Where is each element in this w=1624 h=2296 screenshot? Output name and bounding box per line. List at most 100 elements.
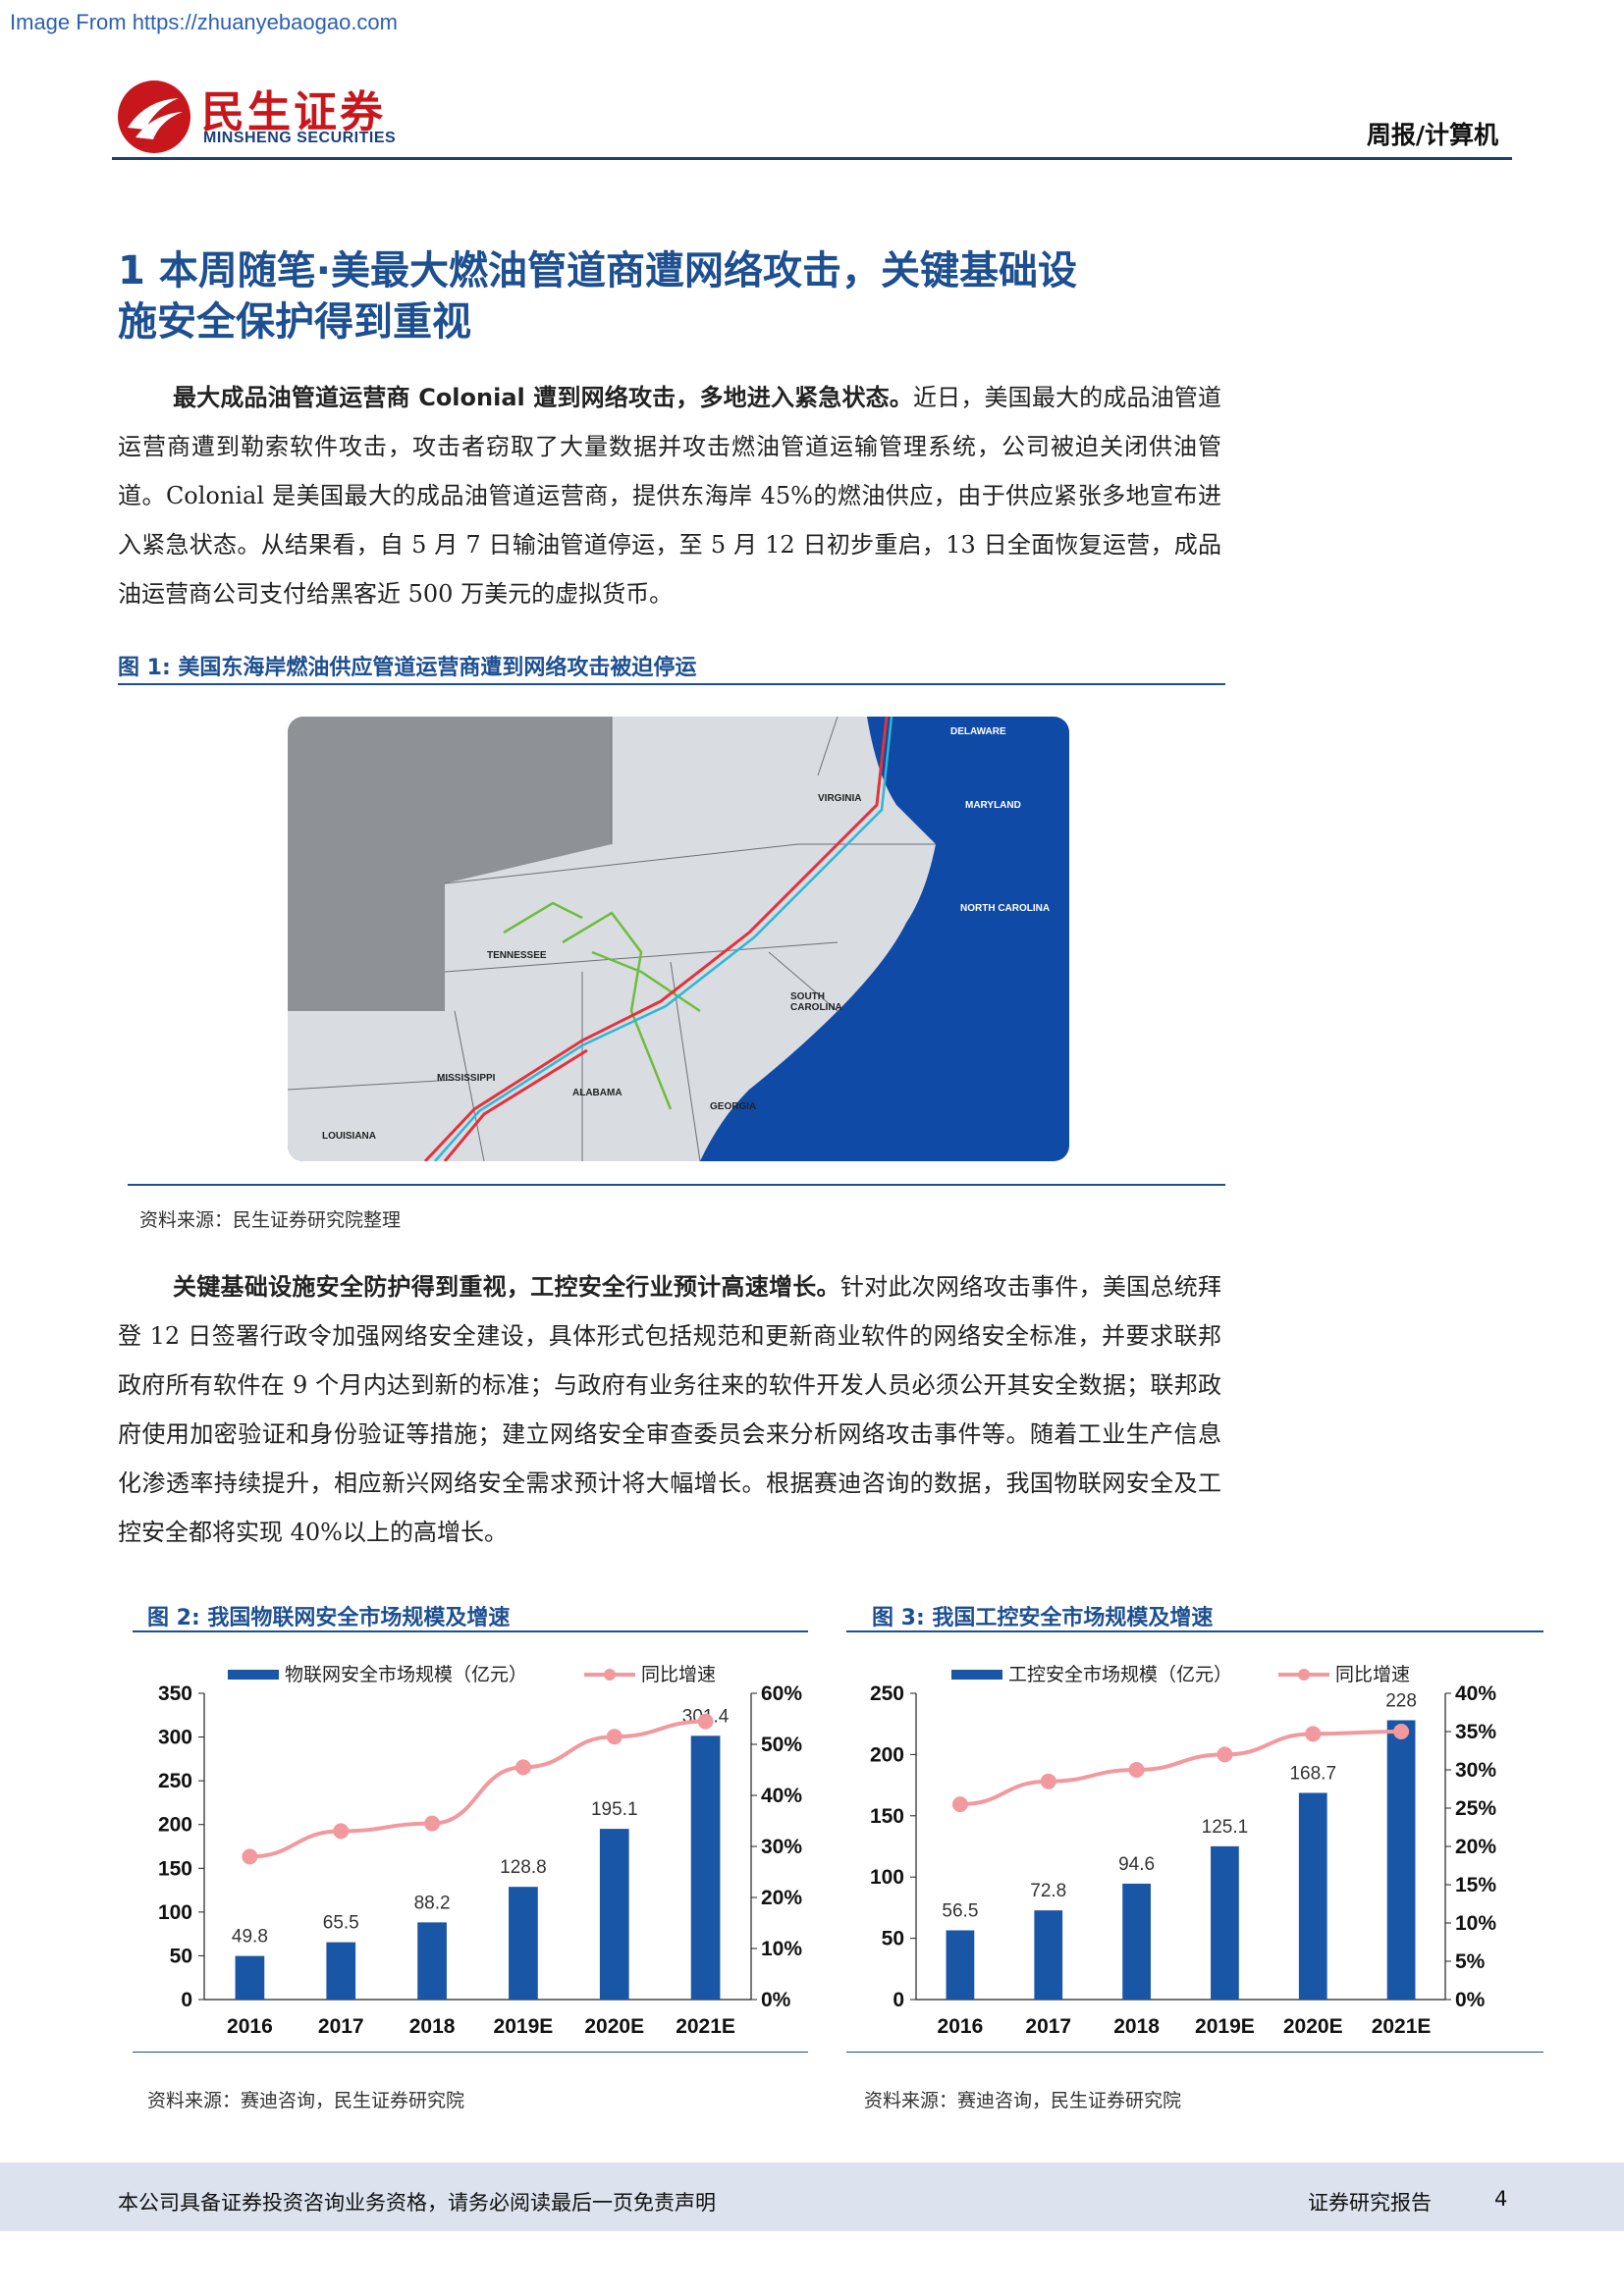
x-tick-label: 2021E: [676, 2015, 735, 2038]
legend-line-label: 同比增速: [641, 1664, 716, 1685]
y-tick-label-right: 0%: [761, 1989, 791, 2011]
figure-3-title: 图 3: 我国工控安全市场规模及增速: [872, 1606, 1214, 1630]
paragraph-lead: 最大成品油管道运营商 Colonial 遭到网络攻击，多地进入紧急状态。: [173, 384, 913, 411]
bar-value-label: 88.2: [414, 1893, 451, 1913]
y-tick-label-left: 0: [181, 1989, 192, 2011]
minsheng-logo-icon: [118, 80, 190, 153]
growth-rate-point: [697, 1713, 714, 1730]
bar: [1034, 1910, 1063, 2000]
bar-value-label: 128.8: [500, 1857, 547, 1878]
y-tick-label-left: 50: [170, 1945, 192, 1967]
x-tick-label: 2017: [1025, 2015, 1071, 2038]
y-tick-label-left: 150: [870, 1805, 904, 1828]
brand-name-cn: 民生证券: [201, 87, 386, 137]
y-tick-label-right: 25%: [1455, 1797, 1496, 1820]
page-number: 4: [1494, 2187, 1508, 2211]
figure-3-bottom-rule: [846, 2052, 1543, 2053]
map-label-tennessee: TENNESSEE: [487, 950, 547, 961]
y-tick-label-left: 0: [893, 1989, 904, 2011]
y-tick-label-right: 35%: [1455, 1721, 1496, 1743]
y-tick-label-left: 200: [158, 1814, 192, 1837]
iot-security-chart: 物联网安全市场规模（亿元） 同比增速 0 50 100 150 200 250 300 350 0%…: [158, 1664, 802, 2038]
y-tick-label-left: 100: [158, 1901, 192, 1924]
bar-value-label: 228: [1385, 1690, 1417, 1711]
map-label-south-carolina: SOUTH CAROLINA: [790, 991, 842, 1013]
x-tick-label: 2020E: [1283, 2015, 1343, 2038]
y-tick-label-right: 20%: [761, 1887, 802, 1909]
x-tick-label: 2016: [938, 2015, 984, 2038]
growth-rate-point: [514, 1759, 531, 1776]
y-tick-label-left: 100: [870, 1866, 904, 1889]
y-tick-label-right: 30%: [761, 1836, 802, 1858]
y-tick-label-left: 250: [158, 1770, 192, 1792]
y-tick-label-right: 0%: [1455, 1989, 1486, 2011]
growth-rate-point: [242, 1848, 258, 1865]
growth-rate-point: [1217, 1746, 1233, 1763]
paragraph-body: 近日，美国最大的成品油管道运营商遭到勒索软件攻击，攻击者窃取了大量数据并攻击燃油…: [118, 384, 1222, 608]
bar: [1211, 1845, 1239, 2000]
figure-1-bottom-rule: [128, 1184, 1225, 1186]
figure-1-title: 图 1: 美国东海岸燃油供应管道运营商遭到网络攻击被迫停运: [118, 656, 697, 680]
growth-rate-point: [1305, 1726, 1322, 1742]
x-tick-label: 2021E: [1372, 2015, 1432, 2038]
footer-disclaimer: 本公司具备证券投资咨询业务资格，请务必阅读最后一页免责声明: [118, 2191, 716, 2215]
y-tick-label-right: 40%: [761, 1785, 802, 1807]
x-tick-label: 2016: [227, 2015, 273, 2038]
y-tick-label-right: 5%: [1455, 1950, 1486, 1973]
paragraph-2-body: 针对此次网络攻击事件，美国总统拜登 12 日签署行政令加强网络安全建设，具体形式…: [118, 1273, 1221, 1546]
y-tick-label-right: 10%: [1455, 1912, 1496, 1935]
header-divider: [112, 157, 1512, 160]
x-tick-label: 2020E: [584, 2015, 644, 2038]
bar: [946, 1930, 975, 2000]
map-label-mississippi: MISSISSIPPI: [437, 1073, 496, 1084]
y-tick-label-left: 50: [882, 1928, 904, 1950]
x-tick-label: 2019E: [1195, 2015, 1255, 2038]
bar-value-label: 168.7: [1289, 1763, 1336, 1784]
legend-line-marker: [604, 1669, 616, 1681]
legend-line-marker: [1298, 1669, 1310, 1681]
brand-name-en: MINSHENG SECURITIES: [203, 130, 397, 146]
bar: [509, 1887, 538, 2000]
pipeline-map-image: DELAWARE MARYLAND VIRGINIA NORTH CAROLIN…: [288, 717, 1069, 1161]
legend-bar-swatch: [228, 1670, 279, 1680]
y-tick-label-right: 15%: [1455, 1874, 1496, 1896]
bar-value-label: 195.1: [591, 1799, 638, 1820]
figure-1-rule: [118, 683, 1225, 685]
section-title-line-1: 1 本周随笔·美最大燃油管道商遭网络攻击，关键基础设: [118, 248, 1077, 294]
source-watermark: Image From https://zhuanyebaogao.com: [10, 10, 398, 34]
y-tick-label-right: 10%: [761, 1938, 802, 1960]
report-category: 周报/计算机: [1366, 121, 1498, 149]
x-tick-label: 2017: [318, 2015, 364, 2038]
paragraph-2-lead: 关键基础设施安全防护得到重视，工控安全行业预计高速增长。: [173, 1273, 840, 1301]
bar: [326, 1942, 356, 2000]
figure-3-source: 资料来源：赛迪咨询，民生证券研究院: [864, 2090, 1182, 2111]
legend-bar-swatch: [951, 1670, 1002, 1680]
map-label-alabama: ALABAMA: [572, 1088, 623, 1098]
y-tick-label-right: 40%: [1455, 1682, 1496, 1705]
paragraph-infrastructure-security: 关键基础设施安全防护得到重视，工控安全行业预计高速增长。针对此次网络攻击事件，美…: [118, 1262, 1221, 1557]
bar-value-label: 65.5: [323, 1913, 359, 1934]
bar-value-label: 94.6: [1118, 1854, 1155, 1875]
figure-2-rule: [133, 1630, 808, 1632]
section-title-line-2: 施安全保护得到重视: [118, 299, 471, 345]
legend-bar-label: 工控安全市场规模（亿元）: [1008, 1664, 1232, 1685]
bar: [690, 1735, 721, 2000]
y-tick-label-left: 200: [870, 1743, 904, 1766]
y-tick-label-left: 350: [158, 1682, 192, 1705]
x-tick-label: 2018: [1113, 2015, 1160, 2038]
map-label-georgia: GEORGIA: [710, 1101, 757, 1112]
legend-line-label: 同比增速: [1335, 1664, 1410, 1685]
figure-1-source: 资料来源：民生证券研究院整理: [139, 1209, 402, 1231]
bar: [599, 1829, 629, 2000]
x-tick-label: 2018: [409, 2015, 456, 2038]
growth-rate-point: [333, 1823, 350, 1840]
y-tick-label-left: 300: [158, 1727, 192, 1749]
bar: [1122, 1883, 1151, 2000]
y-tick-label-right: 30%: [1455, 1759, 1496, 1782]
footer-report-type: 证券研究报告: [1308, 2191, 1432, 2215]
figure-3-rule: [846, 1630, 1543, 1632]
footer-bar: [0, 2163, 1624, 2231]
growth-rate-point: [1393, 1724, 1410, 1739]
bar-value-label: 56.5: [942, 1900, 978, 1921]
y-tick-label-left: 250: [870, 1682, 904, 1705]
